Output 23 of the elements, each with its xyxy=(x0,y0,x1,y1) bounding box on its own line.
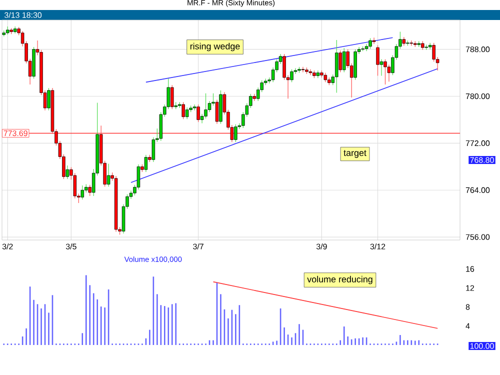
candlestick xyxy=(376,44,380,76)
candlestick xyxy=(338,50,342,73)
candlestick xyxy=(196,104,200,122)
candlestick xyxy=(152,137,156,162)
annotation: volume reducing xyxy=(307,276,372,284)
annotation: rising wedge xyxy=(190,42,240,52)
candlestick xyxy=(144,154,148,172)
candlestick xyxy=(308,68,312,76)
candlestick xyxy=(106,163,110,187)
candlestick xyxy=(182,102,185,120)
candlestick xyxy=(342,48,346,73)
candlestick xyxy=(368,38,372,50)
candlestick xyxy=(185,107,189,120)
candlestick xyxy=(80,185,84,200)
candlestick xyxy=(372,37,376,44)
candlestick xyxy=(432,42,436,62)
candlestick xyxy=(290,68,294,82)
candlestick xyxy=(384,59,387,85)
annotation: target xyxy=(344,150,366,158)
candlestick xyxy=(324,72,328,82)
candlestick xyxy=(170,84,174,110)
candlestick xyxy=(234,124,238,142)
candlestick xyxy=(301,66,305,73)
